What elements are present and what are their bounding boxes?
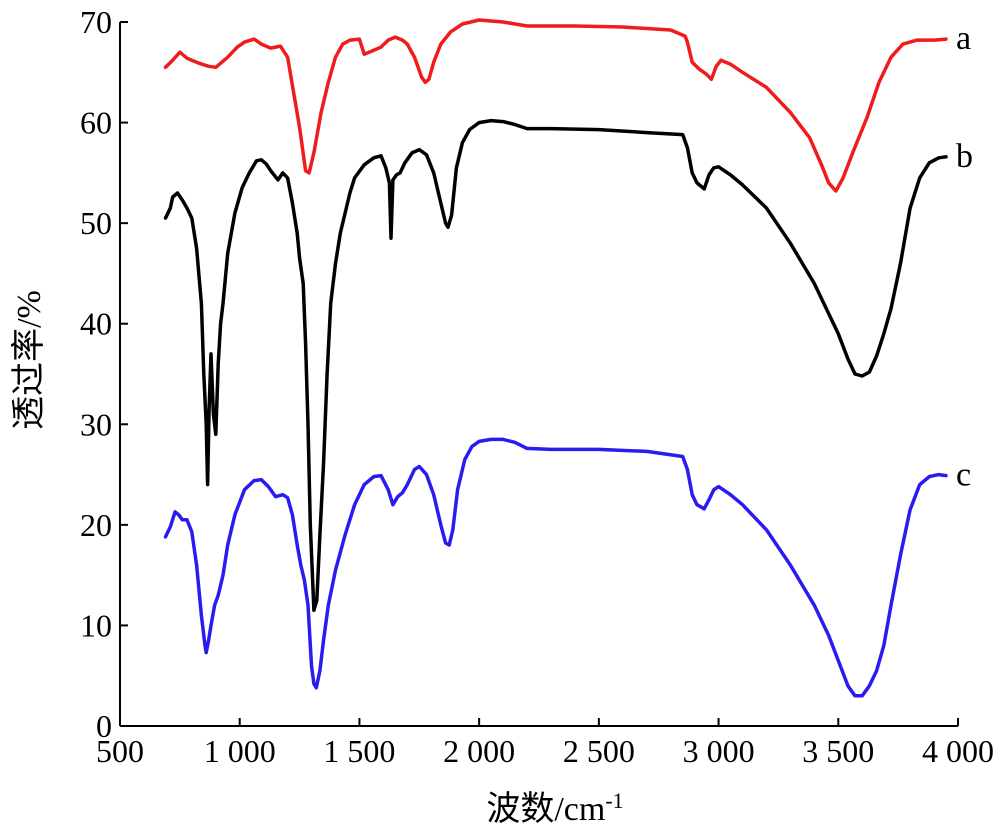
series-line-c bbox=[163, 437, 948, 698]
y-tick-label: 60 bbox=[80, 105, 112, 141]
y-axis-title: 透过率/% bbox=[10, 290, 48, 430]
series-line-a bbox=[163, 18, 948, 193]
y-tick-label: 70 bbox=[80, 4, 112, 40]
y-tick-label: 30 bbox=[80, 406, 112, 442]
x-tick-label: 1 000 bbox=[204, 733, 276, 769]
y-tick-label: 50 bbox=[80, 205, 112, 241]
y-tick-label: 10 bbox=[80, 607, 112, 643]
x-tick-label: 3 500 bbox=[802, 733, 874, 769]
series-label-c: c bbox=[956, 457, 971, 494]
axes: 0 10 20 30 40 50 60 70 500 1 000 1 500 2 000 2 500 3 … bbox=[80, 4, 994, 769]
y-tick-label: 0 bbox=[96, 708, 112, 744]
axis-labels: 透过率/% 波数/cm-1 bbox=[10, 290, 624, 828]
x-tick-label: 2 000 bbox=[443, 733, 515, 769]
x-tick-label: 4 000 bbox=[922, 733, 994, 769]
x-axis-title: 波数/cm-1 bbox=[486, 788, 623, 828]
series-line-b bbox=[163, 118, 948, 613]
y-tick-label: 40 bbox=[80, 306, 112, 342]
x-tick-label: 2 500 bbox=[563, 733, 635, 769]
x-axis-title-main: 波数/cm bbox=[486, 790, 605, 828]
y-tick-label: 20 bbox=[80, 507, 112, 543]
x-tick-label: 500 bbox=[96, 733, 144, 769]
x-axis-title-superscript: -1 bbox=[605, 788, 623, 813]
x-tick-label: 3 000 bbox=[683, 733, 755, 769]
series-label-a: a bbox=[956, 20, 971, 57]
x-tick-label: 1 500 bbox=[323, 733, 395, 769]
series-label-b: b bbox=[956, 138, 973, 175]
series-lines: a b c bbox=[163, 18, 973, 698]
